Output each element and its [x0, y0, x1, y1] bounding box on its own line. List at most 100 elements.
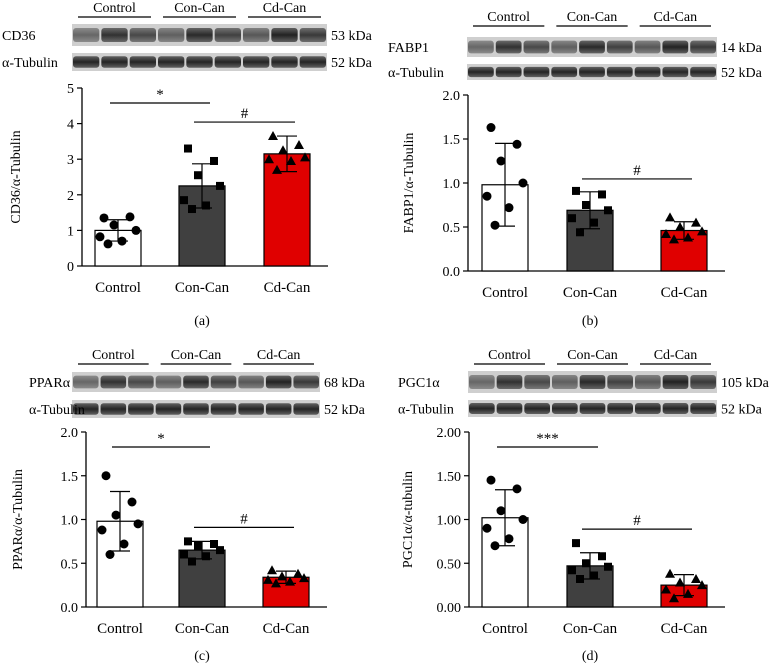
data-point [117, 236, 127, 246]
y-tick-label: 0.5 [61, 557, 79, 572]
blot-band [238, 375, 264, 389]
y-tick-label: 0.0 [443, 265, 461, 280]
data-point [109, 220, 119, 230]
data-point [512, 139, 522, 149]
data-point [486, 475, 496, 485]
blot-band [579, 374, 606, 390]
data-point [194, 541, 202, 550]
blot-protein-label: CD36 [2, 29, 35, 44]
blot-band [551, 40, 578, 54]
significance-label: * [156, 87, 164, 103]
blot-group-header: Control [93, 1, 136, 16]
panel-caption: (b) [582, 314, 599, 329]
data-point [180, 550, 188, 559]
data-point [188, 205, 196, 214]
blot-protein-label: α-Tubulin [29, 403, 85, 418]
blot-band [129, 56, 156, 68]
data-point [278, 145, 288, 155]
blot-band [607, 374, 633, 390]
y-tick-label: 0 [67, 260, 74, 275]
y-axis-label: PPARα/α-Tubulin [11, 469, 26, 570]
x-category-label: Cd-Can [661, 621, 708, 637]
blot-protein-label: α-Tubulin [398, 403, 454, 418]
data-point [293, 568, 303, 578]
blot-band [101, 27, 128, 43]
data-point [665, 212, 675, 222]
blot-band [155, 375, 182, 389]
blot-group-header: Control [488, 348, 531, 363]
blot-band [186, 27, 213, 43]
blot-band [73, 56, 100, 68]
panel-caption: (c) [194, 649, 210, 664]
blot-group-header: Cd-Can [257, 348, 301, 363]
y-tick-label: 0.0 [61, 601, 79, 616]
blot-band [634, 66, 661, 78]
y-tick-label: 1.50 [437, 470, 462, 485]
x-category-label: Control [482, 285, 528, 301]
data-point [675, 222, 685, 231]
y-tick-label: 2.00 [437, 426, 462, 441]
blot-band [662, 66, 689, 78]
panel-caption: (d) [582, 649, 599, 664]
y-tick-label: 2 [67, 189, 74, 204]
data-point [294, 139, 304, 149]
data-point [590, 571, 598, 580]
blot-band [496, 403, 523, 414]
blot-kda-label: 52 kDa [331, 56, 373, 71]
data-point [486, 123, 496, 133]
blot-band [662, 374, 689, 390]
bar-cd-can [263, 153, 311, 267]
data-point [272, 164, 282, 174]
data-point [697, 580, 707, 590]
data-point [572, 186, 580, 195]
data-point [582, 559, 590, 568]
data-point [691, 574, 701, 583]
y-tick-label: 1.00 [437, 514, 462, 529]
y-axis-label: PGC1α/α-tubulin [401, 471, 416, 568]
blot-band [606, 40, 633, 54]
significance-label: * [157, 431, 165, 447]
panel-d: Control Con-Can Cd-Can PGC1α 105 kDa α-Tubuli… [398, 348, 770, 664]
blot-band [101, 56, 128, 68]
blot-band [73, 375, 99, 389]
blot-band [155, 403, 182, 415]
significance-label: *** [536, 431, 559, 447]
x-category-label: Con-Can [175, 621, 230, 637]
data-point [512, 484, 522, 494]
data-point [604, 562, 612, 571]
data-point [665, 568, 675, 578]
data-point [482, 191, 492, 201]
blot-band [523, 66, 550, 78]
y-tick-label: 1.0 [443, 177, 461, 192]
data-point [669, 234, 679, 244]
data-point [661, 584, 671, 594]
blot-group-header: Cd-Can [654, 348, 698, 363]
blot-group-header: Cd-Can [654, 10, 698, 25]
blot-band [468, 66, 494, 78]
blot-band [214, 56, 241, 68]
blot-kda-label: 52 kDa [721, 403, 763, 418]
data-point [119, 539, 129, 549]
data-point [598, 190, 606, 199]
blot-kda-label: 14 kDa [721, 41, 763, 56]
y-tick-label: 4 [67, 118, 74, 133]
blot-group-header: Cd-Can [263, 1, 307, 16]
blot-kda-label: 52 kDa [324, 403, 366, 418]
x-category-label: Control [482, 621, 528, 637]
y-tick-label: 1.5 [61, 470, 79, 485]
x-category-label: Con-Can [563, 621, 618, 637]
blot-band [579, 40, 605, 54]
panel-b: Control Con-Can Cd-Can FABP1 14 kDa α-Tubulin… [388, 10, 763, 329]
data-point [194, 171, 202, 180]
blot-group-header: Con-Can [567, 10, 618, 25]
blot-band [662, 40, 689, 54]
blot-protein-label: PPARα [29, 376, 71, 391]
blot-kda-label: 53 kDa [331, 29, 373, 44]
y-tick-label: 0.50 [437, 557, 462, 572]
blot-band [690, 374, 716, 390]
data-point [202, 201, 210, 210]
data-point [103, 239, 113, 249]
panel-caption: (a) [194, 314, 210, 329]
data-point [669, 593, 679, 603]
y-tick-label: 2.0 [443, 89, 461, 104]
